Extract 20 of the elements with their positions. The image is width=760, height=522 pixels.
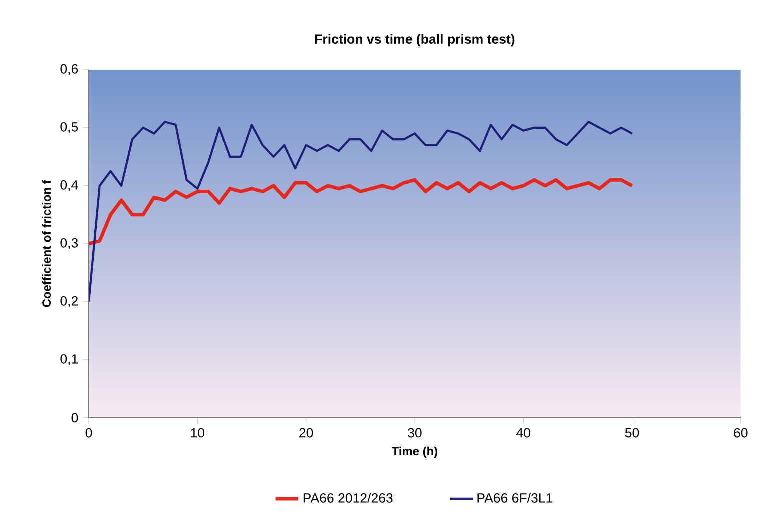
x-axis-title: Time (h) <box>392 446 438 458</box>
x-tick-label: 30 <box>408 428 422 438</box>
y-tick-label: 0 <box>72 413 78 423</box>
y-tick-label: 0,6 <box>60 64 78 76</box>
x-tick-label: 40 <box>516 428 530 438</box>
line-series <box>89 178 634 246</box>
legend-label: PA66 2012/263 <box>304 493 393 503</box>
x-tick-label: 10 <box>191 428 205 438</box>
legend-label: PA66 6F/3L1 <box>478 493 553 503</box>
chart-title: Friction vs time (ball prism test) <box>315 34 515 47</box>
x-tick-label: 0 <box>86 428 92 438</box>
y-tick-label: 0,5 <box>60 122 78 134</box>
y-tick-label: 0,3 <box>60 238 78 250</box>
x-tick-label: 60 <box>734 428 748 438</box>
x-tick-label: 50 <box>625 428 640 438</box>
x-tick-label: 20 <box>300 428 314 438</box>
y-tick-label: 0,1 <box>60 354 78 366</box>
y-tick-label: 0,2 <box>60 296 78 308</box>
y-axis-title: Coefficient of friction f <box>42 180 52 308</box>
y-tick-label: 0,4 <box>60 180 78 192</box>
